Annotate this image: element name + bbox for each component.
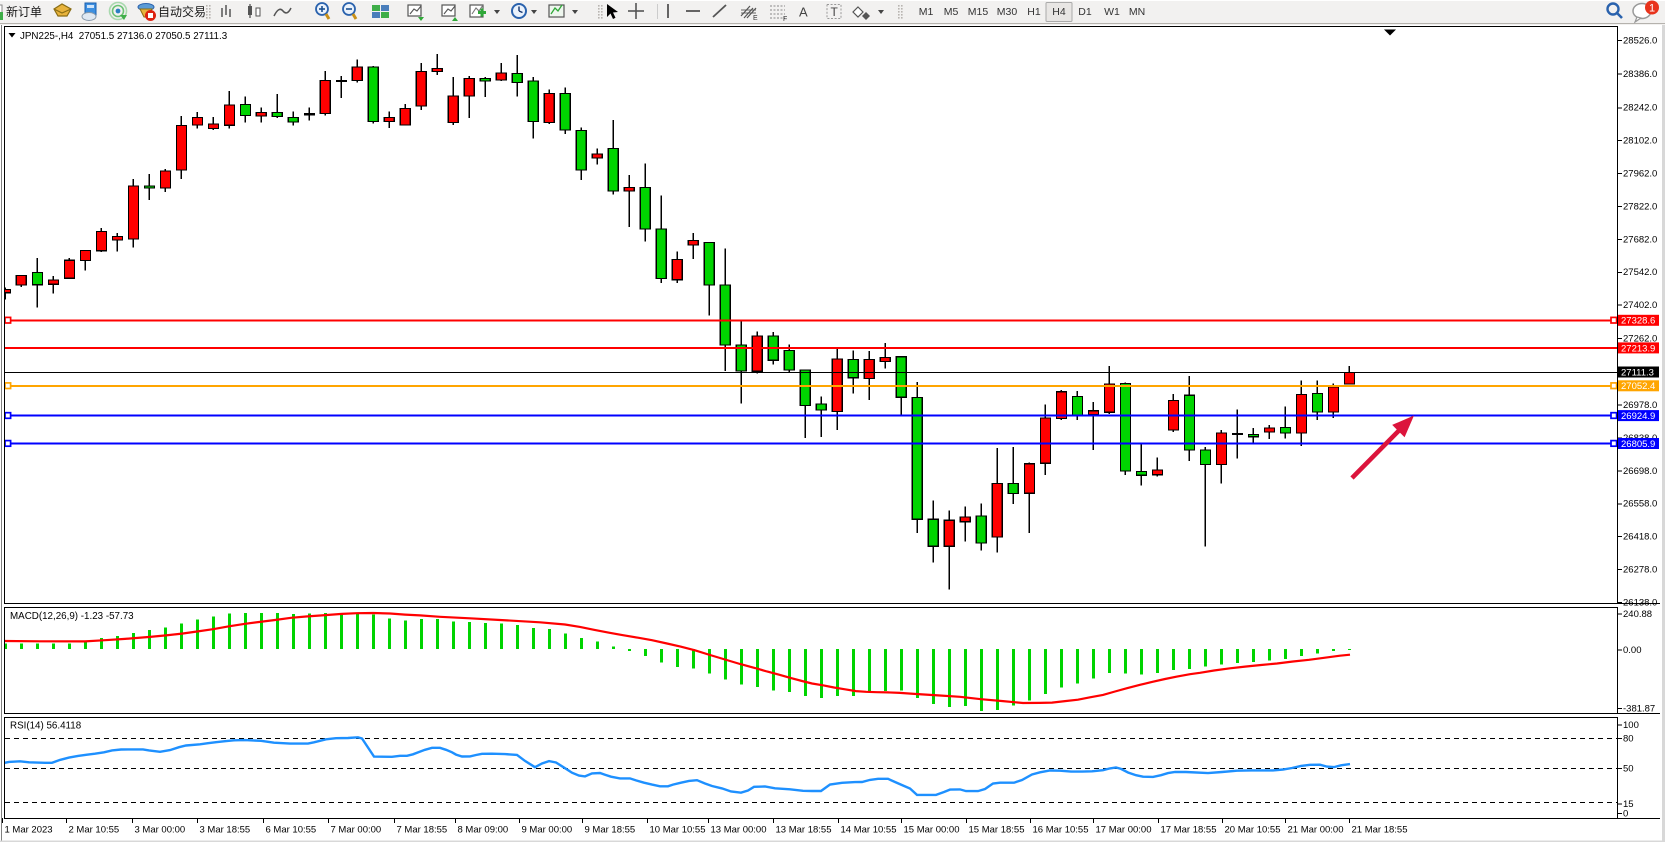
svg-text:13 Mar 18:55: 13 Mar 18:55 — [776, 825, 832, 836]
svg-text:9 Mar 00:00: 9 Mar 00:00 — [522, 825, 573, 836]
svg-text:26138.0: 26138.0 — [1623, 597, 1657, 608]
svg-text:新订单: 新订单 — [6, 4, 42, 19]
svg-text:-381.87: -381.87 — [1623, 703, 1655, 714]
svg-text:27682.0: 27682.0 — [1623, 234, 1657, 245]
svg-text:26924.9: 26924.9 — [1621, 411, 1655, 422]
svg-text:RSI(14) 56.4118: RSI(14) 56.4118 — [10, 721, 82, 732]
svg-text:26698.0: 26698.0 — [1623, 466, 1657, 477]
svg-text:27822.0: 27822.0 — [1623, 201, 1657, 212]
svg-text:MN: MN — [1129, 6, 1145, 18]
svg-text:2 Mar 10:55: 2 Mar 10:55 — [69, 825, 120, 836]
svg-text:27262.0: 27262.0 — [1623, 333, 1657, 344]
svg-text:21 Mar 00:00: 21 Mar 00:00 — [1288, 825, 1344, 836]
svg-text:27052.4: 27052.4 — [1621, 381, 1655, 392]
svg-text:26558.0: 26558.0 — [1623, 499, 1657, 510]
svg-text:28526.0: 28526.0 — [1623, 36, 1657, 47]
svg-text:15 Mar 18:55: 15 Mar 18:55 — [969, 825, 1025, 836]
svg-text:28386.0: 28386.0 — [1623, 69, 1657, 80]
svg-text:MACD(12,26,9) -1.23 -57.73: MACD(12,26,9) -1.23 -57.73 — [10, 611, 134, 622]
svg-text:9 Mar 18:55: 9 Mar 18:55 — [585, 825, 636, 836]
svg-text:T: T — [831, 5, 839, 19]
svg-text:自动交易: 自动交易 — [158, 4, 206, 19]
svg-text:JPN225-,H4 27051.5 27136.0 27: JPN225-,H4 27051.5 27136.0 27050.5 27111… — [20, 31, 228, 42]
svg-text:28102.0: 28102.0 — [1623, 136, 1657, 147]
svg-text:26418.0: 26418.0 — [1623, 532, 1657, 543]
svg-text:1: 1 — [1649, 3, 1655, 15]
svg-text:M15: M15 — [968, 6, 989, 18]
svg-text:15: 15 — [1623, 799, 1634, 810]
svg-text:10 Mar 10:55: 10 Mar 10:55 — [650, 825, 706, 836]
svg-text:80: 80 — [1623, 733, 1634, 744]
svg-text:W1: W1 — [1104, 6, 1120, 18]
svg-text:H1: H1 — [1027, 6, 1041, 18]
svg-text:21 Mar 18:55: 21 Mar 18:55 — [1352, 825, 1408, 836]
svg-text:17 Mar 00:00: 17 Mar 00:00 — [1096, 825, 1152, 836]
svg-text:3 Mar 00:00: 3 Mar 00:00 — [135, 825, 186, 836]
svg-text:14 Mar 10:55: 14 Mar 10:55 — [841, 825, 897, 836]
svg-text:M5: M5 — [944, 6, 959, 18]
svg-text:13 Mar 00:00: 13 Mar 00:00 — [711, 825, 767, 836]
svg-text:7 Mar 00:00: 7 Mar 00:00 — [331, 825, 382, 836]
svg-text:16 Mar 10:55: 16 Mar 10:55 — [1033, 825, 1089, 836]
svg-text:27213.9: 27213.9 — [1621, 343, 1655, 354]
svg-text:M30: M30 — [997, 6, 1018, 18]
svg-text:6 Mar 10:55: 6 Mar 10:55 — [266, 825, 317, 836]
svg-text:20 Mar 10:55: 20 Mar 10:55 — [1225, 825, 1281, 836]
svg-text:26805.9: 26805.9 — [1621, 439, 1655, 450]
svg-text:M1: M1 — [919, 6, 934, 18]
svg-text:26978.0: 26978.0 — [1623, 400, 1657, 411]
svg-text:27328.6: 27328.6 — [1621, 316, 1655, 327]
svg-text:27962.0: 27962.0 — [1623, 169, 1657, 180]
svg-text:17 Mar 18:55: 17 Mar 18:55 — [1161, 825, 1217, 836]
svg-text:F: F — [783, 16, 787, 23]
svg-text:H4: H4 — [1052, 6, 1066, 18]
svg-text:D1: D1 — [1078, 6, 1092, 18]
svg-text:27111.3: 27111.3 — [1621, 367, 1654, 378]
svg-text:E: E — [753, 15, 758, 22]
svg-text:A: A — [799, 5, 808, 20]
svg-text:15 Mar 00:00: 15 Mar 00:00 — [904, 825, 960, 836]
svg-text:240.88: 240.88 — [1623, 609, 1652, 620]
svg-text:28242.0: 28242.0 — [1623, 103, 1657, 114]
svg-text:7 Mar 18:55: 7 Mar 18:55 — [397, 825, 448, 836]
svg-text:100: 100 — [1623, 720, 1639, 731]
svg-text:8 Mar 09:00: 8 Mar 09:00 — [458, 825, 509, 836]
svg-text:27402.0: 27402.0 — [1623, 300, 1657, 311]
svg-text:26278.0: 26278.0 — [1623, 565, 1657, 576]
svg-text:3 Mar 18:55: 3 Mar 18:55 — [200, 825, 251, 836]
svg-text:0.00: 0.00 — [1623, 645, 1642, 656]
svg-text:1 Mar 2023: 1 Mar 2023 — [5, 825, 53, 836]
svg-text:0: 0 — [1623, 808, 1628, 819]
svg-text:27542.0: 27542.0 — [1623, 267, 1657, 278]
svg-text:50: 50 — [1623, 763, 1634, 774]
